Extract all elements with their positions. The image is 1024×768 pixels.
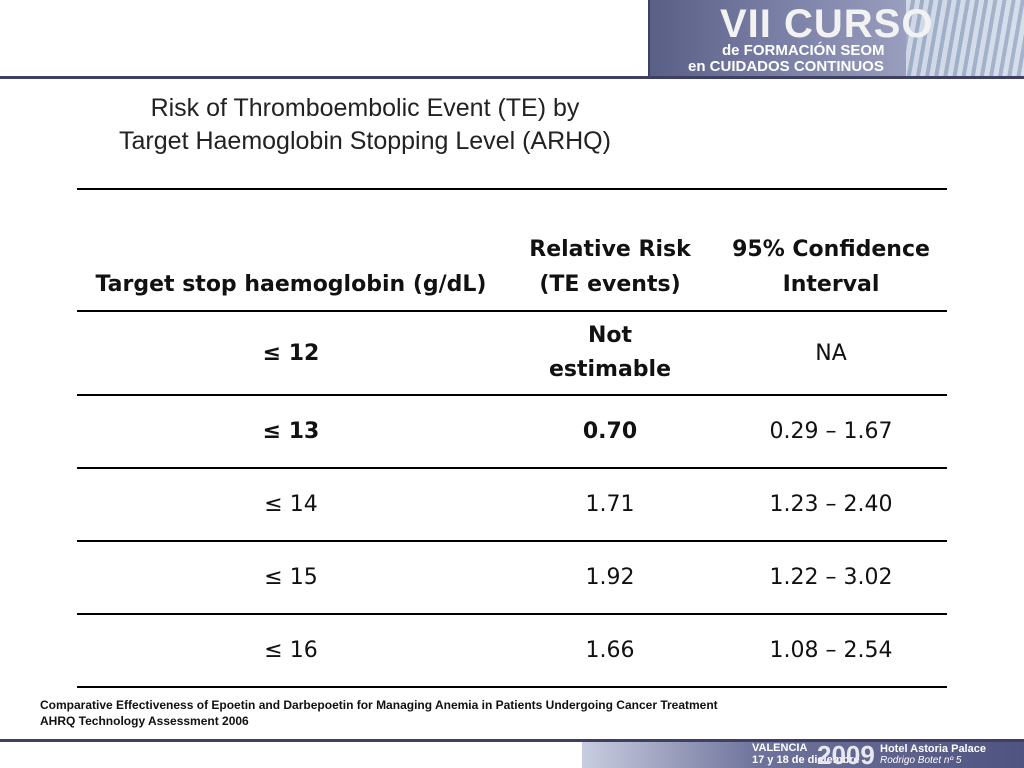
course-subtitle-1: de FORMACIÓN SEOM [722, 42, 885, 59]
footer-divider [0, 739, 1024, 742]
footnote-line2: AHRQ Technology Assessment 2006 [40, 714, 249, 728]
building-image [906, 0, 1024, 76]
table-header-row: Target stop haemoglobin (g/dL) Relative … [77, 189, 947, 311]
footer-year: 2009 [817, 742, 875, 768]
slide-title-line1: Risk of Thromboembolic Event (TE) by [150, 94, 580, 122]
header-target: Target stop haemoglobin (g/dL) [95, 272, 487, 297]
cell-ci: 1.23 – 2.40 [769, 492, 893, 517]
course-subtitle-2: en CUIDADOS CONTINUOS [688, 58, 884, 75]
cell-target: ≤ 13 [262, 419, 320, 444]
slide-title-line2: Target Haemoglobin Stopping Level (ARHQ) [119, 127, 611, 155]
footnote: Comparative Effectiveness of Epoetin and… [40, 697, 718, 729]
cell-relative-risk: Not estimable [548, 323, 672, 382]
risk-table: Target stop haemoglobin (g/dL) Relative … [77, 188, 947, 688]
table-row: ≤ 14 1.71 1.23 – 2.40 [77, 468, 947, 541]
cell-ci: 1.22 – 3.02 [769, 565, 893, 590]
header-divider [0, 76, 1024, 79]
cell-ci: 0.29 – 1.67 [769, 419, 893, 444]
header-banner: VII CURSO de FORMACIÓN SEOM en CUIDADOS … [648, 0, 1024, 76]
header-confidence-interval: 95% Confidence Interval [732, 237, 930, 297]
footer-banner: VALENCIA 17 y 18 de diciembre 2009 Hotel… [582, 742, 1024, 768]
cell-target: ≤ 12 [262, 340, 320, 366]
cell-relative-risk: 1.66 [585, 638, 635, 663]
footer-city: VALENCIA [752, 742, 808, 754]
cell-target: ≤ 14 [264, 492, 318, 517]
cell-relative-risk: 0.70 [582, 419, 638, 444]
cell-ci: NA [815, 340, 847, 366]
table-row: ≤ 12 Not estimable NA [77, 311, 947, 395]
slide-title: Risk of Thromboembolic Event (TE) by Tar… [70, 92, 660, 158]
footer-venue: Hotel Astoria Palace [880, 743, 986, 755]
table-row: ≤ 15 1.92 1.22 – 3.02 [77, 541, 947, 614]
footnote-line1: Comparative Effectiveness of Epoetin and… [40, 698, 718, 712]
cell-relative-risk: 1.92 [585, 565, 635, 590]
table-row: ≤ 13 0.70 0.29 – 1.67 [77, 395, 947, 468]
table-row: ≤ 16 1.66 1.08 – 2.54 [77, 614, 947, 687]
cell-relative-risk: 1.71 [585, 492, 635, 517]
cell-target: ≤ 15 [264, 565, 318, 590]
footer-address: Rodrigo Botet nº 5 [880, 755, 962, 766]
cell-ci: 1.08 – 2.54 [769, 638, 893, 663]
cell-target: ≤ 16 [264, 638, 318, 663]
footer-dates: 17 y 18 de diciembre [752, 754, 860, 766]
header-relative-risk: Relative Risk (TE events) [529, 237, 691, 297]
course-title: VII CURSO [720, 2, 934, 46]
